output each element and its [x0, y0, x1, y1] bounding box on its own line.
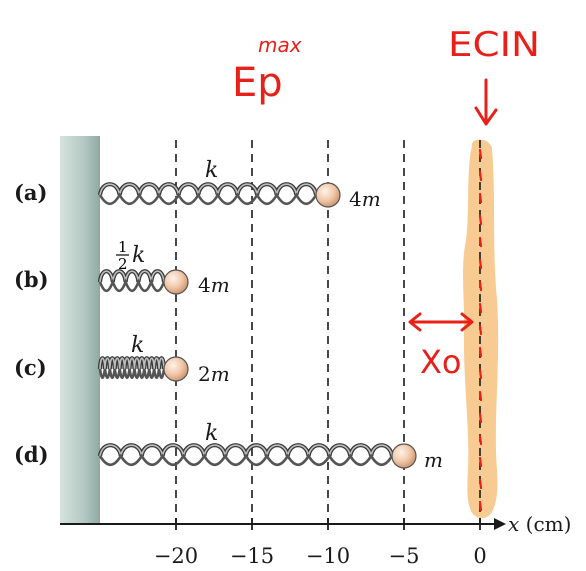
x0-annotation: Xo	[408, 312, 474, 381]
x-axis-var: x	[508, 512, 519, 536]
spring-highlight	[99, 183, 317, 196]
spring-coil	[97, 182, 319, 196]
mass-label-b: 4m	[198, 273, 230, 297]
mass-label-d: m	[424, 448, 443, 472]
x-axis-ticks: −20 −15 −10 −5 0	[154, 518, 487, 568]
spring-rows	[97, 182, 417, 469]
red-dash	[478, 324, 483, 336]
spring-frac-den: 2	[118, 255, 128, 273]
red-dash	[478, 236, 483, 248]
red-dash	[478, 478, 483, 490]
red-dash	[478, 302, 483, 314]
spring-frac-num: 1	[118, 238, 128, 256]
wall	[60, 136, 100, 525]
row-label-d: (d)	[14, 442, 49, 467]
spring-frac-k: k	[132, 243, 145, 268]
row-label-a: (a)	[14, 180, 47, 205]
spring-k-c: k	[131, 333, 144, 358]
red-dash	[478, 412, 483, 424]
row-label-c: (c)	[14, 355, 47, 380]
ekin-label: ECIN	[448, 25, 540, 65]
x-axis-arrow	[494, 518, 506, 530]
spring-k-d: k	[205, 421, 218, 446]
double-arrow-icon	[408, 312, 474, 332]
mass-c-coef: 2	[198, 362, 211, 386]
spring-k-b: 1 2 k	[116, 238, 145, 273]
mass-ball	[315, 182, 341, 208]
mass-ball	[391, 443, 417, 469]
red-dash	[478, 390, 483, 402]
tick-label: −5	[389, 544, 420, 568]
red-dash	[478, 500, 483, 512]
mass-a-coef: 4	[349, 187, 362, 211]
red-dash	[478, 170, 483, 182]
tick-label: −20	[154, 544, 198, 568]
spring-coil-back	[98, 278, 166, 293]
ep-label: Ep	[232, 60, 283, 106]
down-arrow-icon	[474, 78, 498, 126]
red-dash	[478, 434, 483, 446]
mass-b-coef: 4	[198, 273, 211, 297]
spring-k-a: k	[205, 158, 218, 183]
red-dash	[478, 368, 483, 380]
x0-label: Xo	[420, 343, 462, 381]
red-dash	[478, 214, 483, 226]
tick-label: −15	[230, 544, 274, 568]
mass-ball	[163, 269, 189, 295]
mass-ball	[163, 356, 189, 382]
mass-a-unit: m	[362, 187, 381, 211]
spring-highlight	[99, 357, 165, 370]
tick-label: 0	[473, 544, 486, 568]
ep-max-super: max	[258, 33, 302, 57]
red-dash	[478, 280, 483, 292]
tick-label: −10	[306, 544, 350, 568]
equilibrium-red-dashes	[478, 148, 483, 512]
mass-label-c: 2m	[198, 362, 230, 386]
spring-coil-back	[98, 192, 318, 206]
ep-max-annotation: max Ep	[232, 33, 302, 106]
x-axis-label: x (cm)	[508, 512, 571, 536]
spring-coil-back	[98, 368, 166, 380]
mass-label-a: 4m	[349, 187, 381, 211]
spring-coil-back	[98, 453, 394, 467]
red-dash	[478, 258, 483, 270]
red-dash	[478, 456, 483, 468]
red-dash	[478, 148, 483, 160]
red-dash	[478, 192, 483, 204]
spring-highlight	[99, 270, 165, 283]
row-label-b: (b)	[14, 267, 49, 292]
mass-d-unit: m	[424, 448, 443, 472]
red-dash	[478, 346, 483, 358]
ekin-annotation: ECIN	[448, 25, 540, 126]
mass-c-unit: m	[211, 362, 230, 386]
mass-b-unit: m	[211, 273, 230, 297]
x-axis-unit: (cm)	[519, 512, 571, 536]
